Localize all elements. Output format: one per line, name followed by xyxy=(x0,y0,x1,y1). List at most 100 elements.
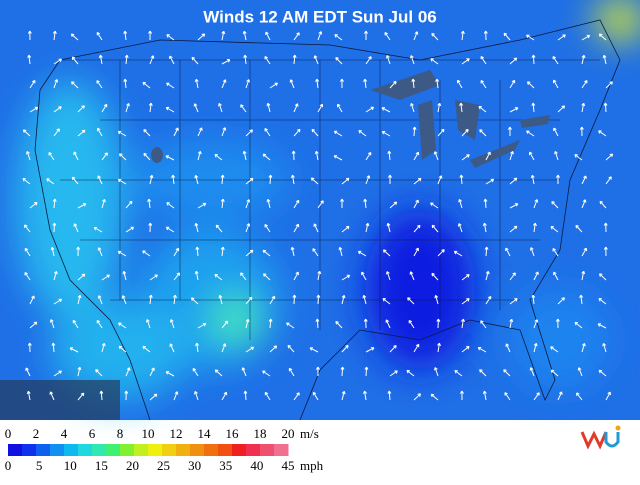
wind-arrow xyxy=(193,103,199,113)
wind-arrow xyxy=(149,393,158,401)
great-salt-lake xyxy=(151,147,163,163)
wind-arrow xyxy=(312,391,319,401)
wind-arrow xyxy=(505,247,511,257)
wind-arrow xyxy=(509,79,516,89)
wind-arrow xyxy=(530,174,535,185)
wind-arrow xyxy=(413,247,419,257)
scale-swatch xyxy=(190,444,205,456)
wind-arrow xyxy=(386,271,391,281)
wind-arrow xyxy=(148,102,153,113)
wind-arrow xyxy=(381,107,391,113)
wind-arrow xyxy=(453,250,463,257)
wind-arrow xyxy=(197,202,207,209)
ms-tick-label: 20 xyxy=(282,426,295,441)
wind-arrow xyxy=(149,55,155,65)
wind-arrow xyxy=(147,198,152,209)
wind-arrow xyxy=(263,273,271,281)
wind-arrow xyxy=(221,79,227,89)
wind-arrow xyxy=(142,81,151,89)
wind-arrow xyxy=(459,102,464,113)
wind-arrow xyxy=(169,343,175,353)
wind-arrow xyxy=(599,273,607,281)
wind-arrow xyxy=(509,225,518,233)
wind-arrow xyxy=(242,30,247,41)
wind-arrow xyxy=(436,318,441,329)
ms-tick-label: 10 xyxy=(142,426,155,441)
wind-arrow xyxy=(50,246,55,257)
logo-w xyxy=(580,430,608,450)
wind-arrow xyxy=(269,345,278,353)
wind-arrow xyxy=(197,127,203,137)
wind-arrow xyxy=(169,319,175,329)
wind-arrow xyxy=(531,54,536,65)
wind-arrow xyxy=(409,271,415,281)
wind-arrow xyxy=(27,30,32,41)
ms-tick-label: 2 xyxy=(33,426,40,441)
wind-arrow xyxy=(554,151,559,161)
wind-arrow xyxy=(124,54,129,65)
wind-arrow xyxy=(365,222,370,233)
wind-arrow xyxy=(149,274,158,281)
wind-arrow xyxy=(437,128,445,137)
wind-arrow xyxy=(95,369,103,377)
field-florida xyxy=(510,290,610,390)
map-title: Winds 12 AM EDT Sun Jul 06 xyxy=(203,7,436,26)
wind-arrow xyxy=(241,367,247,377)
mph-tick-label: 45 xyxy=(282,458,295,473)
mph-tick-label: 5 xyxy=(36,458,43,473)
wind-arrow xyxy=(24,247,31,257)
wind-arrow xyxy=(221,343,227,353)
wind-arrow xyxy=(509,57,518,65)
wind-arrow xyxy=(533,392,540,401)
wind-arrow xyxy=(148,30,153,41)
wind-arrow xyxy=(76,246,81,257)
wind-arrow xyxy=(169,55,175,65)
wind-arrow xyxy=(245,249,254,257)
wind-arrow xyxy=(365,151,372,161)
wind-arrow xyxy=(553,271,559,281)
wind-arrow xyxy=(77,129,86,137)
wind-arrow xyxy=(333,130,343,137)
wind-arrow xyxy=(461,318,465,329)
wind-arrow xyxy=(413,151,420,161)
lake-erie xyxy=(470,140,520,168)
wind-arrow xyxy=(192,367,199,377)
wind-arrow xyxy=(286,322,295,329)
wind-arrow xyxy=(288,367,295,377)
wind-arrow xyxy=(29,202,38,209)
field-texas xyxy=(210,295,260,345)
wind-arrow xyxy=(509,318,514,329)
wind-arrow xyxy=(457,223,463,233)
wind-arrow xyxy=(581,175,587,185)
wind-arrow xyxy=(460,30,465,41)
wind-arrow xyxy=(387,390,392,401)
wind-arrow xyxy=(245,79,250,89)
wind-arrow xyxy=(242,150,247,161)
scale-swatch xyxy=(148,444,163,456)
ms-tick-label: 18 xyxy=(254,426,267,441)
wind-arrow xyxy=(77,105,85,113)
wind-arrow xyxy=(459,174,464,185)
wind-arrow xyxy=(406,369,415,377)
wind-arrow xyxy=(221,127,227,137)
mph-unit: mph xyxy=(300,458,324,473)
wind-arrow xyxy=(142,250,151,257)
wind-arrow xyxy=(555,174,560,184)
scale-swatch xyxy=(8,444,23,456)
lake-superior xyxy=(370,70,440,100)
wind-arrow xyxy=(22,178,31,185)
wind-arrow xyxy=(605,176,612,185)
wind-arrow xyxy=(165,106,175,113)
wind-arrow xyxy=(557,34,566,41)
wind-arrow xyxy=(191,56,199,65)
wind-arrow xyxy=(125,226,135,233)
wind-arrow xyxy=(382,249,391,257)
wind-arrow xyxy=(431,224,439,233)
wind-arrow xyxy=(49,319,55,329)
wind-arrow xyxy=(245,296,253,305)
ms-tick-label: 4 xyxy=(61,426,68,441)
wind-arrow xyxy=(262,153,271,161)
wind-arrow xyxy=(53,106,62,113)
wind-arrow xyxy=(293,392,300,401)
